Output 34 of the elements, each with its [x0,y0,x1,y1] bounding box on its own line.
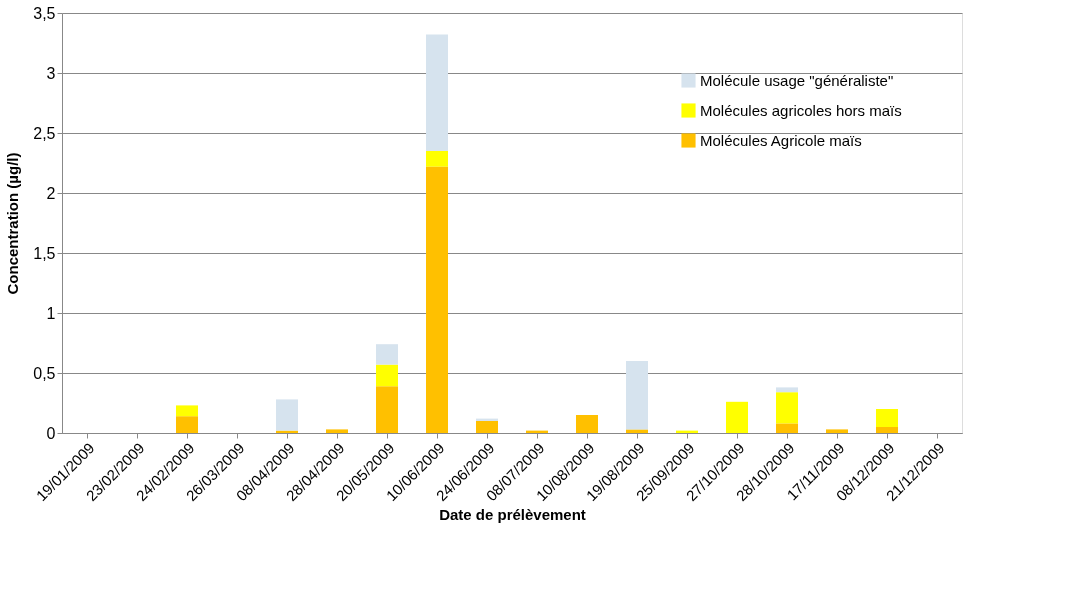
bar [876,427,898,433]
bar [376,344,398,365]
y-axis-title: Concentration (µg/l) [4,152,22,295]
bar [426,166,448,433]
bar [776,387,798,393]
bar [376,386,398,433]
legend-label: Molécule usage "généraliste" [700,71,894,89]
legend-label: Molécules agricoles hors maïs [700,101,902,119]
bar [176,405,198,417]
bar [326,429,348,433]
y-tick-label: 1 [46,304,56,322]
legend-label: Molécules Agricole maïs [700,131,862,149]
y-tick-label: 0 [46,424,56,442]
y-tick-label: 0,5 [33,364,56,382]
y-tick-label: 2 [46,184,56,202]
bar [476,421,498,433]
bar [776,423,798,433]
bar [876,409,898,427]
bar [626,429,648,433]
bar [376,364,398,387]
y-tick-label: 1,5 [33,244,56,262]
bar [426,34,448,151]
y-tick-label: 2,5 [33,124,56,142]
bar [726,401,748,433]
bar [776,392,798,424]
bar [426,151,448,167]
x-axis-title: Date de prélèvement [439,506,586,524]
y-tick-label: 3,5 [33,4,56,22]
bar [176,416,198,433]
bar [826,429,848,433]
bar [276,399,298,431]
bar [576,415,598,433]
y-tick-label: 3 [46,64,56,82]
bar [626,361,648,430]
